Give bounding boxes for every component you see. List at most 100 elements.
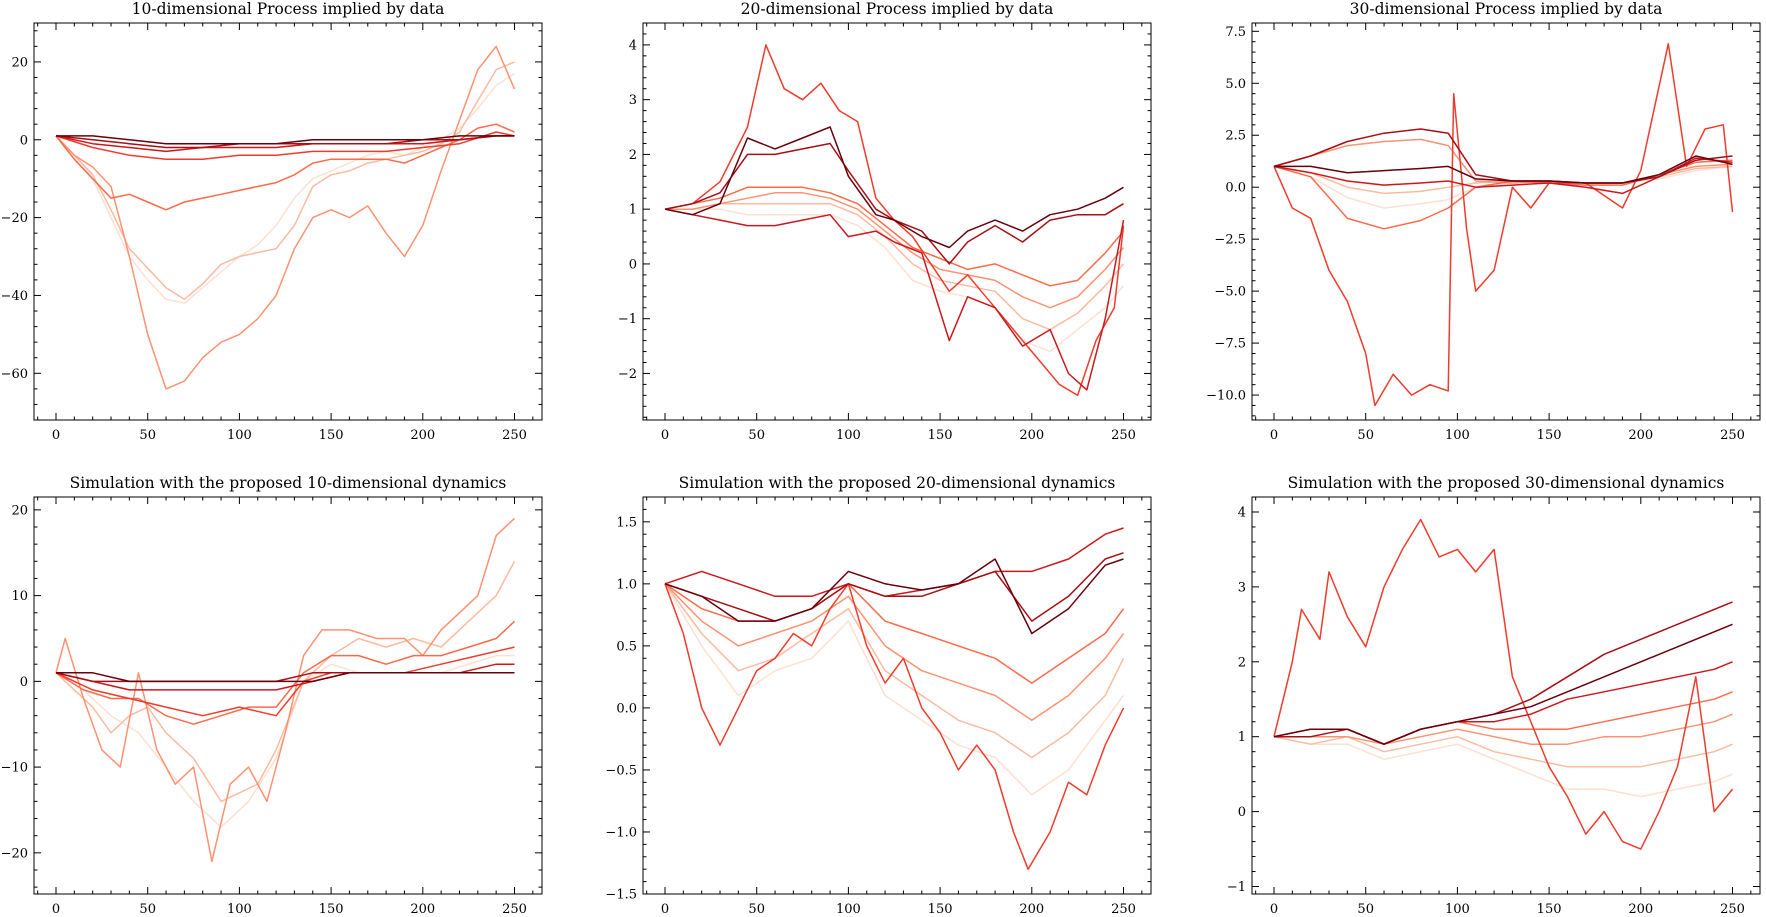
series-line-8	[56, 135, 515, 145]
subplot-title: Simulation with the proposed 30-dimensio…	[1288, 474, 1725, 492]
series-group	[55, 517, 516, 863]
subplot-1: 0 50 100 150 200 250 −60 −40 −20 0 20 10-dimensiona…	[1, 0, 543, 443]
y-tick-label: 0	[20, 675, 28, 690]
series-line-3	[55, 45, 516, 390]
series-line-6	[664, 208, 1125, 391]
subplot-title: 10-dimensional Process implied by data	[132, 0, 445, 18]
x-tick-label: 200	[410, 902, 435, 917]
y-tick-label: 1.5	[616, 515, 637, 530]
y-tick-label: 3	[629, 93, 637, 108]
y-tick-label: −20	[1, 211, 28, 226]
series-line-1	[664, 583, 1125, 796]
y-tick-label: −40	[1, 289, 28, 304]
y-tick-label: −1.0	[605, 825, 637, 840]
subplot-title: 30-dimensional Process implied by data	[1350, 0, 1663, 18]
series-line-8	[664, 558, 1124, 635]
series-line-4	[664, 186, 1125, 287]
x-tick-label: 50	[139, 902, 156, 917]
x-tick-label: 200	[1019, 902, 1044, 917]
series-line-5	[664, 44, 1125, 397]
series-group	[55, 45, 516, 390]
y-tick-label: 4	[629, 38, 637, 53]
series-line-5	[1273, 43, 1734, 407]
axes-frame	[33, 496, 543, 895]
series-line-6	[55, 663, 515, 691]
series-line-5	[55, 131, 515, 160]
x-tick-label: 50	[748, 428, 765, 443]
x-tick-label: 150	[1537, 902, 1562, 917]
series-line-3	[665, 192, 1125, 309]
series-line-1	[55, 654, 515, 828]
subplot-title: 20-dimensional Process implied by data	[741, 0, 1054, 18]
x-tick-label: 100	[1445, 902, 1470, 917]
series-line-5	[664, 583, 1125, 870]
x-tick-label: 250	[1111, 428, 1136, 443]
y-tick-label: 20	[11, 55, 28, 70]
series-line-6	[664, 527, 1124, 598]
y-tick-label: 0.5	[616, 639, 637, 654]
x-tick-label: 150	[319, 428, 344, 443]
series-group	[664, 527, 1125, 870]
y-tick-label: 1	[629, 203, 637, 218]
series-line-8	[1273, 623, 1733, 745]
y-tick-label: 1.0	[616, 577, 637, 592]
y-tick-label: 1	[1238, 730, 1246, 745]
y-tick-label: −2.5	[1214, 233, 1246, 248]
axes-frame	[1251, 496, 1761, 895]
y-tick-label: 2.5	[1225, 129, 1246, 144]
series-line-7	[55, 135, 515, 149]
x-tick-label: 50	[1357, 428, 1374, 443]
y-tick-label: 7.5	[1225, 25, 1246, 40]
x-tick-label: 250	[502, 428, 527, 443]
series-line-7	[1273, 128, 1733, 184]
series-line-2	[55, 61, 515, 301]
series-group	[664, 44, 1125, 397]
subplot-2: 0 50 100 150 200 250 −2 −1 0 1 2 3 4 20-dimensional P…	[618, 0, 1152, 443]
axes-frame	[1251, 22, 1761, 421]
x-tick-label: 100	[227, 902, 252, 917]
y-tick-label: −5.0	[1214, 285, 1246, 300]
subplot-3: 0 50 100 150 200 250 −10.0 −7.5 −5.0 −2.5 0.0 2.5 5.…	[1206, 0, 1761, 443]
subplot-title: Simulation with the proposed 10-dimensio…	[70, 474, 507, 492]
series-line-1	[1273, 735, 1733, 798]
y-tick-label: −10	[1, 761, 28, 776]
y-tick-label: 4	[1238, 505, 1246, 520]
series-group	[1273, 518, 1734, 850]
y-tick-label: −10.0	[1206, 389, 1246, 404]
subplot-4: 0 50 100 150 200 250 −20 −10 0 10 20 Simulation wit…	[1, 474, 543, 917]
y-tick-label: −60	[1, 367, 28, 382]
series-line-2	[1273, 735, 1733, 768]
y-tick-label: −0.5	[605, 763, 637, 778]
series-group	[1273, 43, 1734, 407]
x-tick-label: 200	[1019, 428, 1044, 443]
series-line-7	[664, 552, 1124, 622]
axes-frame	[642, 496, 1152, 895]
x-tick-label: 250	[1720, 428, 1745, 443]
y-tick-label: 0	[20, 133, 28, 148]
y-tick-label: −1	[1227, 880, 1246, 895]
x-tick-label: 200	[410, 428, 435, 443]
x-tick-label: 100	[1445, 428, 1470, 443]
x-tick-label: 0	[52, 902, 60, 917]
series-line-2	[664, 583, 1125, 759]
x-tick-label: 100	[227, 428, 252, 443]
series-line-5	[1273, 518, 1734, 850]
x-tick-label: 200	[1628, 902, 1653, 917]
x-tick-label: 100	[836, 428, 861, 443]
series-line-6	[1273, 157, 1733, 195]
y-tick-label: 0	[1238, 805, 1246, 820]
series-line-3	[664, 583, 1125, 722]
y-tick-label: −7.5	[1214, 337, 1246, 352]
series-line-5	[55, 646, 515, 717]
series-line-8	[1274, 155, 1733, 184]
y-tick-label: 5.0	[1225, 77, 1246, 92]
x-tick-label: 200	[1628, 428, 1653, 443]
series-line-4	[55, 620, 516, 725]
series-line-2	[665, 202, 1125, 331]
x-tick-label: 250	[1111, 902, 1136, 917]
x-tick-label: 0	[1270, 428, 1278, 443]
x-tick-label: 150	[928, 428, 953, 443]
subplot-5: 0 50 100 150 200 250 −1.5 −1.0 −0.5 0.0 0.5 1.0 1.5 S…	[605, 474, 1152, 917]
y-tick-label: 0.0	[616, 701, 637, 716]
